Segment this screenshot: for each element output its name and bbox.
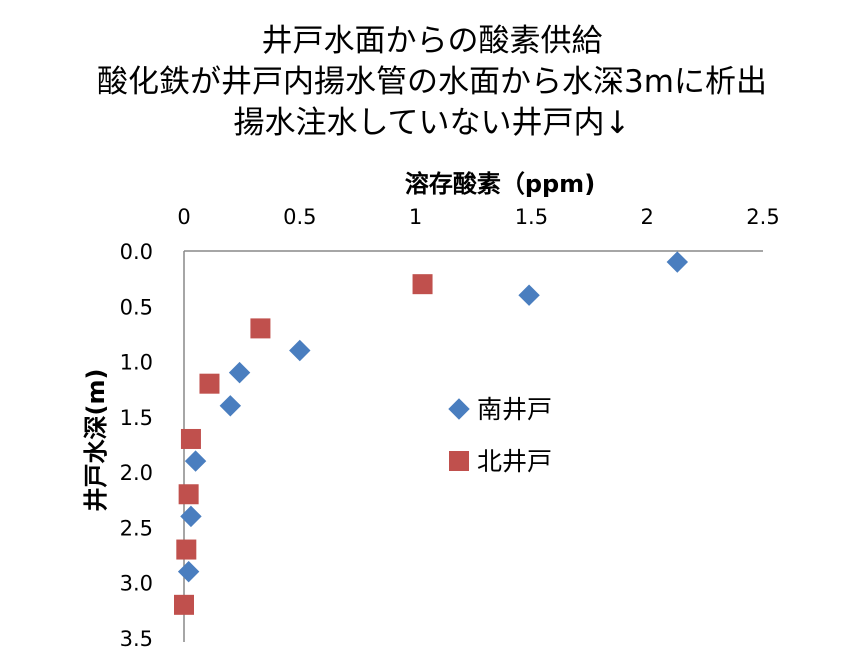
south-well-point (184, 450, 207, 472)
north-well-point (178, 484, 199, 505)
south-well-point (289, 339, 311, 362)
y-tick-labels: 0.0 0.5 1.0 1.5 2.0 2.5 3.0 3.5 (120, 240, 153, 651)
x-tick-label: 1.5 (515, 205, 548, 229)
north-well-point (250, 318, 271, 339)
y-tick-label: 0.0 (120, 240, 153, 264)
chart-title-line-1: 井戸水面からの酸素供給 (261, 23, 603, 59)
y-axis-title: 井戸水深(m) (82, 369, 110, 512)
data-points (174, 251, 689, 615)
x-tick-label: 0 (177, 205, 190, 229)
north-well-point (199, 373, 220, 394)
legend-label: 南井戸 (477, 395, 552, 424)
x-tick-label: 1 (409, 205, 422, 229)
north-well-point (412, 274, 433, 295)
chart-title-line-2: 酸化鉄が井戸内揚水管の水面から水深3mに析出 (97, 64, 767, 100)
north-well-point (176, 539, 197, 560)
y-tick-label: 2.5 (120, 516, 153, 540)
legend-label: 北井戸 (477, 447, 552, 476)
y-tick-label: 1.5 (120, 406, 153, 430)
x-tick-label: 2.5 (746, 205, 779, 229)
chart-title-line-3: 揚水注水していない井戸内↓ (233, 105, 631, 141)
chart-axes (183, 250, 763, 642)
x-axis-title: 溶存酸素（ppm) (405, 170, 595, 198)
legend-diamond-icon (448, 398, 470, 420)
south-well-point (180, 505, 202, 528)
y-tick-label: 3.5 (120, 627, 153, 651)
north-well-point (180, 428, 201, 449)
y-tick-label: 2.0 (120, 461, 153, 485)
x-tick-label: 0.5 (283, 205, 316, 229)
south-well-point (666, 251, 689, 273)
legend-square-icon (449, 451, 469, 471)
south-well-point (228, 361, 251, 384)
y-tick-label: 0.5 (120, 295, 153, 319)
south-well-point (219, 395, 242, 417)
x-tick-labels: 0 0.5 1 1.5 2 2.5 (177, 205, 779, 229)
x-tick-label: 2 (641, 205, 654, 229)
y-tick-label: 1.0 (120, 351, 153, 375)
south-well-point (518, 284, 540, 306)
y-tick-label: 3.0 (120, 572, 153, 596)
north-well-point (174, 594, 194, 615)
south-well-point (177, 560, 200, 583)
